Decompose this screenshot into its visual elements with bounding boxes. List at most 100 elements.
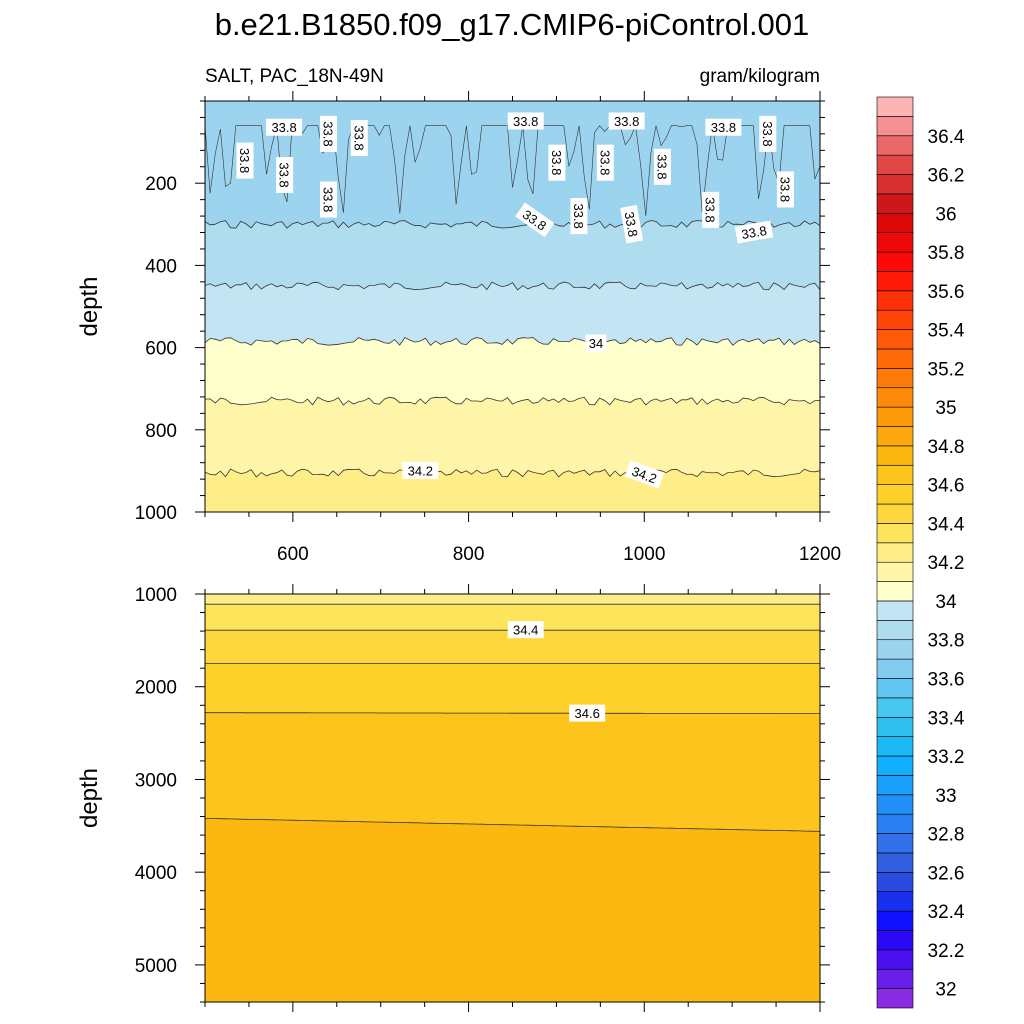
lower-panel: 34.4 34.6 1000 2000 3000 4000 5000 depth [76,584,830,1012]
contour-line [205,818,820,832]
contour-label: 34.2 [402,461,439,479]
colorbar-box [876,426,914,447]
colorbar-box [876,154,914,175]
colorbar-box [876,581,914,602]
colorbar-box [876,813,914,834]
colorbar-label: 36.2 [928,166,965,187]
units-label: gram/kilogram [700,66,820,87]
y-tick-label: 5000 [135,956,177,977]
colorbar-box [876,697,914,718]
y-tick-label: 2000 [135,678,177,699]
upper-panel: 33.8 33.8 33.8 33.8 33.8 33.8 33.8 33.8 33.8 33.8… [76,91,841,565]
x-tick-label: 1000 [623,544,665,565]
colorbar-label: 33.4 [928,708,965,729]
contour-label: 33.8 [266,118,303,136]
contour-label-text: 33.8 [513,114,538,129]
colorbar-label: 35.2 [928,359,965,380]
colorbar-label: 36 [935,204,956,225]
contour-label-text: 33.8 [597,150,612,175]
contour-label-bg [320,115,337,152]
colorbar-label: 36.4 [928,127,965,148]
colorbar-box [876,348,914,369]
contour-fill-band [205,712,820,832]
contour-label: 34 [585,334,607,352]
colorbar-box [876,329,914,350]
contour-line [205,712,820,714]
contour-fill-band [205,220,820,290]
contour-label-bg [596,144,614,181]
contour-label: 33.8 [320,115,337,152]
contour-label-bg [570,198,588,235]
contour-label: 33.8 [702,191,720,228]
contour-label-bg [653,148,671,185]
colorbar-box [876,988,914,1009]
colorbar-box [876,174,914,195]
colorbar-label: 34.4 [928,514,965,535]
contour-fill-band [205,282,820,346]
x-tick-label: 600 [277,544,309,565]
contour-label-bg [734,220,774,244]
colorbar-label: 33.2 [928,747,965,768]
colorbar-label: 34.2 [928,553,965,574]
contour-label-bg [776,171,794,208]
y-tick-label: 200 [145,174,177,195]
colorbar-box [876,891,914,912]
contour-label-text: 34.4 [513,623,538,638]
colorbar-box [876,716,914,737]
colorbar-box [876,290,914,311]
y-tick-label: 400 [145,256,177,277]
contour-line [205,468,820,478]
colorbar-label: 33.8 [928,631,965,652]
contour-label: 33.8 [596,144,614,181]
contour-label-bg [276,157,294,193]
x-tick-label: 1200 [799,544,841,565]
contour-label-bg [620,205,644,244]
contour-label-bg [320,181,337,218]
contour-label: 33.8 [570,198,588,235]
colorbar-box [876,387,914,408]
colorbar-label: 32 [935,980,956,1001]
colorbar-box [876,406,914,427]
contour-label: 33.8 [236,142,254,179]
contour-label-bg [624,460,665,489]
contour-fill-band [205,663,820,714]
contour-label-bg [585,334,607,352]
colorbar-label: 33.6 [928,670,965,691]
colorbar-box [876,658,914,679]
colorbar-label: 34 [935,592,957,613]
contour-fill-band [205,818,820,1002]
contour-label-bg [702,191,720,228]
y-axis-title: depth [76,768,103,828]
contour-label-text: 33.8 [321,121,336,146]
contour-label: 33.8 [507,112,544,130]
contour-label-text: 33.8 [237,148,252,173]
y-tick-label: 4000 [135,863,177,884]
contour-label-text: 33.8 [549,150,564,175]
y-tick-label: 600 [145,339,177,360]
contour-fill-band [205,469,820,512]
contour-line [205,281,820,291]
contour-line [205,396,820,406]
contour-fill-band [205,594,820,605]
colorbar-box [876,949,914,970]
colorbar-box [876,445,914,466]
contour-label: 33.8 [320,181,337,218]
contour-label-bg [402,461,439,479]
y-tick-label: 3000 [135,770,177,791]
variable-label: SALT, PAC_18N-49N [205,66,384,87]
colorbar-box [876,542,914,563]
colorbar-box [876,251,914,272]
colorbar-box [876,271,914,292]
contour-label-bg [515,202,555,238]
contour-label-text: 33.8 [622,211,641,239]
contour-label-bg [350,120,368,156]
colorbar-box [876,910,914,931]
contour-label: 33.8 [705,118,742,136]
contour-label-text: 34 [589,336,603,351]
contour-label: 34.2 [624,460,665,489]
contour-label-text: 33.8 [711,120,736,135]
contour-label-bg [548,144,566,181]
colorbar-box [876,96,914,117]
y-axis-title: depth [76,276,103,336]
contour-label-text: 33.8 [614,114,639,129]
